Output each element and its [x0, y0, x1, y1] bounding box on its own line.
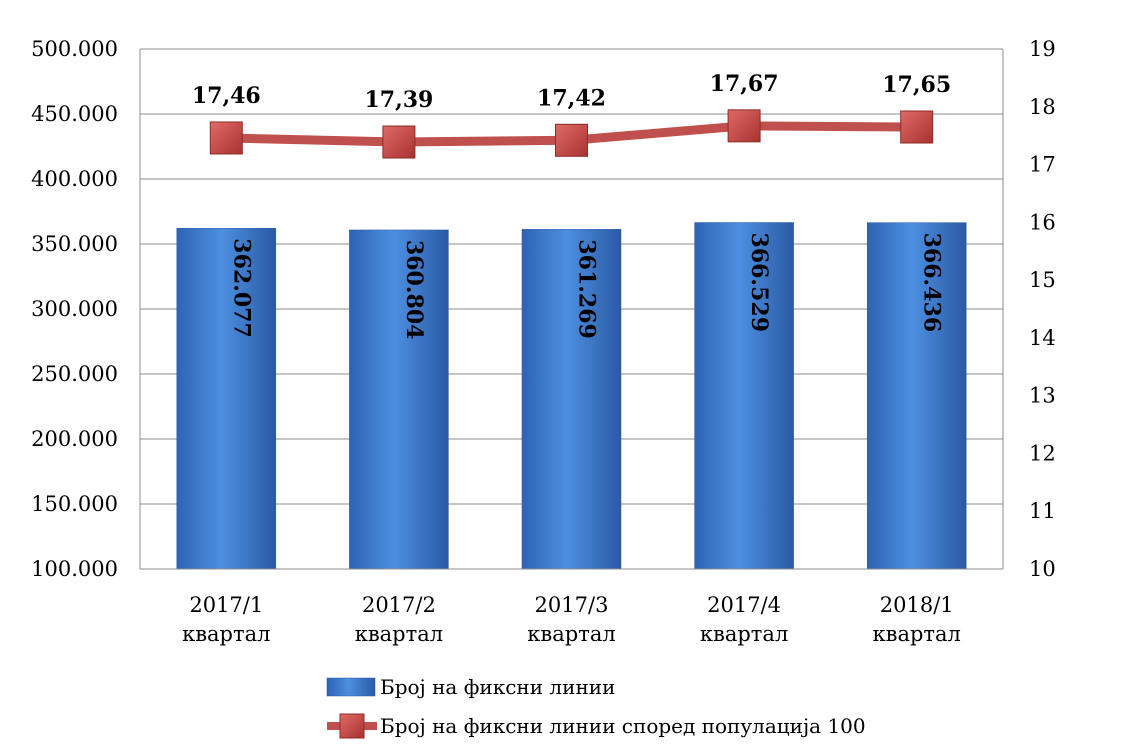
y-right-tick-label: 13: [1029, 384, 1056, 408]
y-right-tick-label: 19: [1029, 37, 1056, 61]
y-right-tick-label: 18: [1029, 95, 1056, 119]
bar-value-label: 366.529: [746, 233, 772, 333]
x-tick-label: 2017/2 квартал: [355, 593, 443, 646]
line-point-marker: [555, 123, 588, 157]
y-left-tick-label: 500.000: [31, 37, 118, 61]
line-value-label: 17,67: [710, 71, 779, 97]
bar-value-label: 361.269: [574, 239, 600, 339]
bar: [521, 229, 622, 570]
x-tick-label: 2017/4 квартал: [700, 593, 788, 646]
x-tick-label: 2018/1 квартал: [873, 593, 961, 646]
y-right-tick-label: 16: [1029, 210, 1056, 234]
axes: 100.000 150.000 200.000 250.000 300.000 350.0…: [31, 37, 1056, 646]
y-left-tick-label: 400.000: [31, 167, 118, 191]
y-left-tick-label: 300.000: [31, 297, 118, 321]
y-right-tick-label: 12: [1029, 441, 1056, 465]
line-value-label: 17,42: [537, 85, 606, 111]
bar: [694, 222, 794, 570]
line-point-marker: [209, 121, 243, 155]
y-left-tick-label: 100.000: [31, 557, 118, 581]
x-tick-label: 2017/1 квартал: [182, 593, 270, 646]
y-right-tick-label: 17: [1029, 153, 1056, 177]
legend: Број на фиксни линии Број на фиксни линии…: [326, 675, 866, 739]
line-series: [209, 109, 934, 159]
line-data-labels: 17,46 17,39 17,42 17,67 17,65: [192, 71, 951, 113]
y-left-tick-label: 150.000: [31, 492, 118, 516]
bar-value-label: 366.436: [919, 233, 945, 333]
y-right-tick-label: 15: [1029, 268, 1056, 292]
y-right-tick-label: 10: [1029, 557, 1056, 581]
y-left-tick-label: 250.000: [31, 362, 118, 386]
y-right-tick-label: 14: [1029, 326, 1056, 350]
bar-value-label: 360.804: [401, 240, 427, 340]
y-right-tick-label: 11: [1029, 499, 1056, 523]
line-value-label: 17,65: [882, 72, 951, 98]
line-value-label: 17,39: [364, 87, 433, 113]
x-tick-label: 2017/3 квартал: [527, 593, 615, 646]
y-left-tick-label: 350.000: [31, 232, 118, 256]
y-left-tick-label: 200.000: [31, 427, 118, 451]
bar: [866, 222, 967, 570]
bar: [176, 228, 277, 570]
legend-label-line: Број на фиксни линии според популација 1…: [380, 714, 866, 738]
legend-swatch-bar: [326, 677, 376, 697]
line-point-marker: [382, 125, 416, 159]
bar-value-label: 362.077: [228, 238, 254, 338]
line-point-marker: [727, 109, 761, 143]
line-value-label: 17,46: [192, 83, 261, 109]
line-point-marker: [900, 110, 934, 144]
legend-label-bar: Број на фиксни линии: [380, 675, 615, 699]
bar-series: [176, 222, 967, 570]
bar-data-labels: 362.077 360.804 361.269 366.529 366.436: [228, 233, 944, 340]
bar: [349, 229, 449, 570]
y-left-tick-label: 450.000: [31, 102, 118, 126]
legend-swatch-marker: [339, 713, 365, 739]
